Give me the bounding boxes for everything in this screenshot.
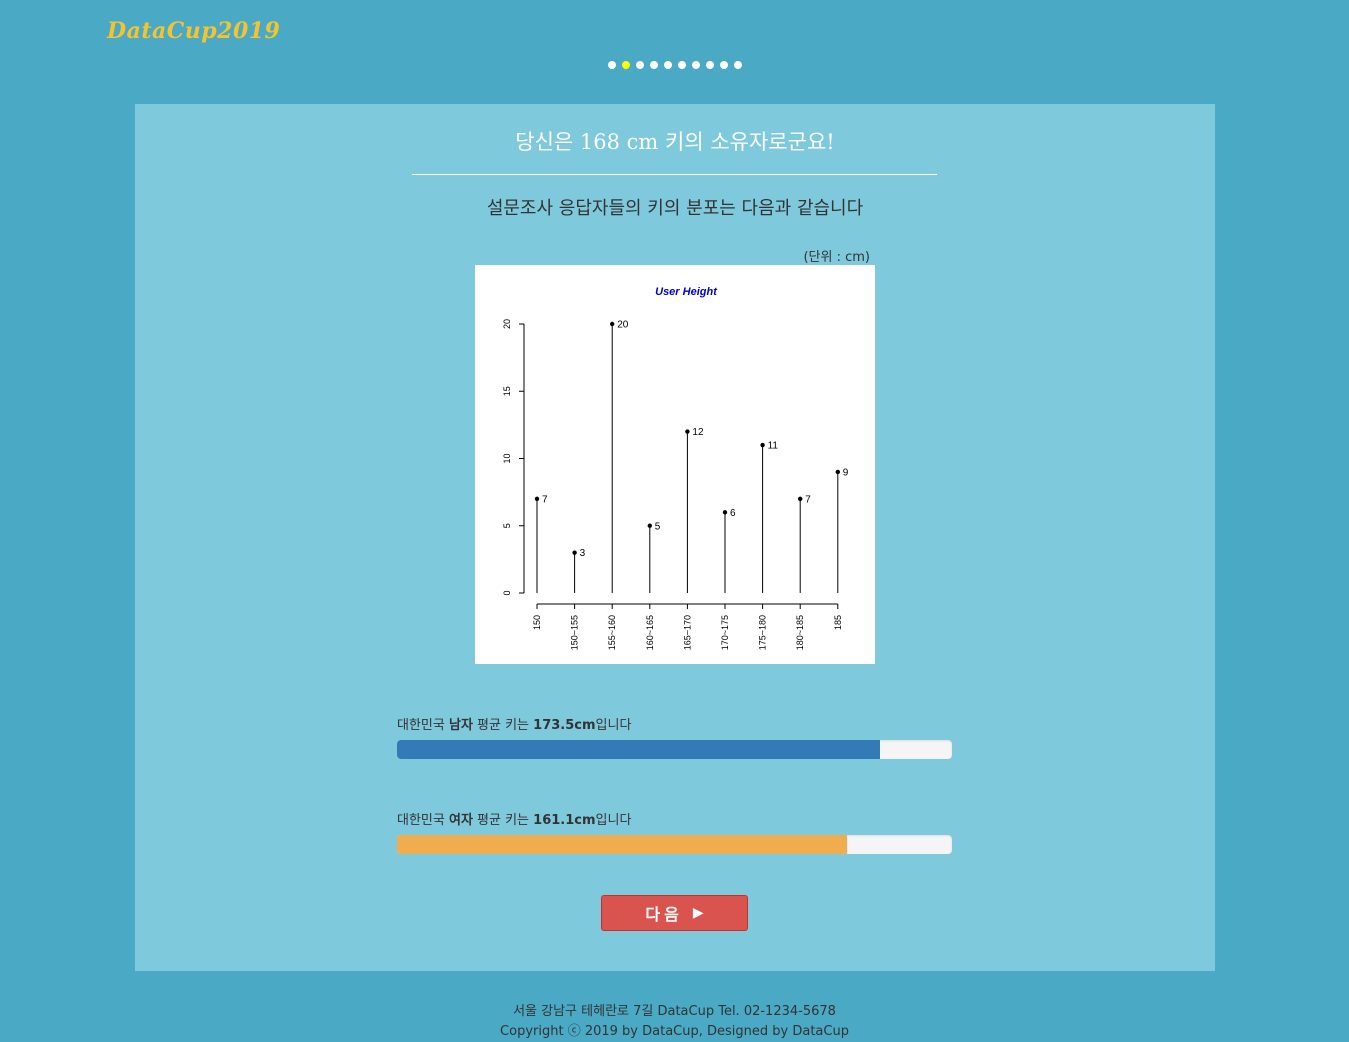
y-tick-label: 15: [502, 386, 512, 396]
lollipop-point: [610, 321, 615, 327]
lollipop-point: [835, 469, 840, 475]
page-dot-3[interactable]: [635, 61, 644, 69]
chart-svg: User Height 0 5 10 15 20 150 150~155 155~160 160~…: [502, 286, 849, 650]
data-label: 11: [768, 441, 779, 452]
data-label: 7: [805, 494, 811, 505]
divider: [412, 174, 937, 175]
lollipop-point: [798, 496, 803, 502]
male-progress-bar: [397, 740, 880, 759]
lollipop-point: [647, 523, 652, 528]
female-average-value: 161.1cm: [533, 813, 596, 828]
distribution-subtitle: 설문조사 응답자들의 키의 분포는 다음과 같습니다: [486, 198, 864, 219]
male-average-value: 173.5cm: [533, 718, 596, 733]
x-tick-label: 150~155: [570, 615, 580, 650]
x-tick-label: 165~170: [682, 615, 692, 650]
female-progress-track: [397, 835, 952, 854]
male-prefix: 대한민국: [397, 718, 449, 733]
female-progress-bar: [397, 835, 847, 854]
male-average-label: 대한민국 남자 평균 키는 173.5cm입니다: [397, 714, 952, 734]
x-tick-label: 155~160: [607, 615, 617, 650]
female-average-label: 대한민국 여자 평균 키는 161.1cm입니다: [397, 809, 952, 829]
datacup-logo[interactable]: DataCup2019: [107, 18, 281, 44]
data-label: 6: [730, 508, 736, 519]
x-tick-label: 160~165: [645, 615, 655, 650]
page-dot-8[interactable]: [705, 61, 714, 69]
x-tick-label: 150: [532, 615, 542, 630]
lollipop-point: [760, 442, 765, 448]
unit-label: (단위 : cm): [803, 250, 870, 265]
male-middle: 평균 키는: [472, 718, 534, 733]
page-progress-dots: [0, 61, 1349, 69]
page-dot-2[interactable]: [621, 61, 630, 69]
page-dot-6[interactable]: [677, 61, 686, 69]
page-dot-10[interactable]: [733, 61, 742, 69]
chart-title: User Height: [655, 286, 718, 298]
female-gender: 여자: [448, 813, 473, 828]
x-tick-label: 175~180: [758, 615, 768, 650]
x-tick-label: 180~185: [795, 615, 805, 650]
data-label: 20: [617, 320, 629, 331]
lollipop-point: [685, 429, 690, 434]
data-label: 5: [655, 521, 661, 532]
next-button-label: 다음: [645, 905, 683, 924]
page-dot-7[interactable]: [691, 61, 700, 69]
male-progress-track: [397, 740, 952, 759]
height-distribution-chart: User Height 0 5 10 15 20 150 150~155 155~160 160~…: [475, 265, 875, 664]
y-tick-label: 0: [502, 590, 512, 595]
result-headline: 당신은 168 cm 키의 소유자로군요!: [515, 130, 835, 154]
data-label: 9: [843, 467, 849, 478]
male-suffix: 입니다: [595, 718, 632, 733]
next-button[interactable]: 다음 ▶: [601, 895, 748, 931]
y-tick-label: 20: [502, 319, 512, 329]
content-panel: 당신은 168 cm 키의 소유자로군요! 설문조사 응답자들의 키의 분포는 …: [135, 104, 1215, 971]
play-icon: ▶: [692, 905, 704, 921]
lollipop-point: [572, 550, 577, 555]
y-tick-label: 5: [502, 523, 512, 528]
data-label: 3: [580, 548, 586, 559]
male-average-stat: 대한민국 남자 평균 키는 173.5cm입니다: [397, 714, 952, 759]
female-suffix: 입니다: [595, 813, 632, 828]
footer-address: 서울 강남구 테헤란로 7길 DataCup Tel. 02-1234-5678: [513, 1004, 836, 1019]
lollipop-point: [722, 510, 728, 515]
y-tick-label: 10: [502, 453, 512, 463]
footer-copyright: Copyright ⓒ 2019 by DataCup, Designed by…: [500, 1024, 849, 1039]
x-tick-label: 170~175: [720, 615, 730, 650]
data-label: 12: [692, 427, 704, 438]
male-gender: 남자: [448, 718, 473, 733]
page-dot-5[interactable]: [663, 61, 672, 69]
page-dot-4[interactable]: [649, 61, 658, 69]
page-dot-1[interactable]: [607, 61, 616, 69]
lollipop-point: [534, 496, 540, 502]
x-tick-label: 185: [833, 615, 843, 630]
female-middle: 평균 키는: [472, 813, 534, 828]
page-dot-9[interactable]: [719, 61, 728, 69]
female-prefix: 대한민국: [397, 813, 449, 828]
footer: 서울 강남구 테헤란로 7길 DataCup Tel. 02-1234-5678…: [0, 1002, 1349, 1042]
female-average-stat: 대한민국 여자 평균 키는 161.1cm입니다: [397, 809, 952, 854]
data-label: 7: [542, 494, 548, 505]
